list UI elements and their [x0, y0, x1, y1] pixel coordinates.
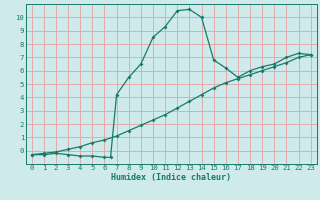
X-axis label: Humidex (Indice chaleur): Humidex (Indice chaleur) — [111, 173, 231, 182]
